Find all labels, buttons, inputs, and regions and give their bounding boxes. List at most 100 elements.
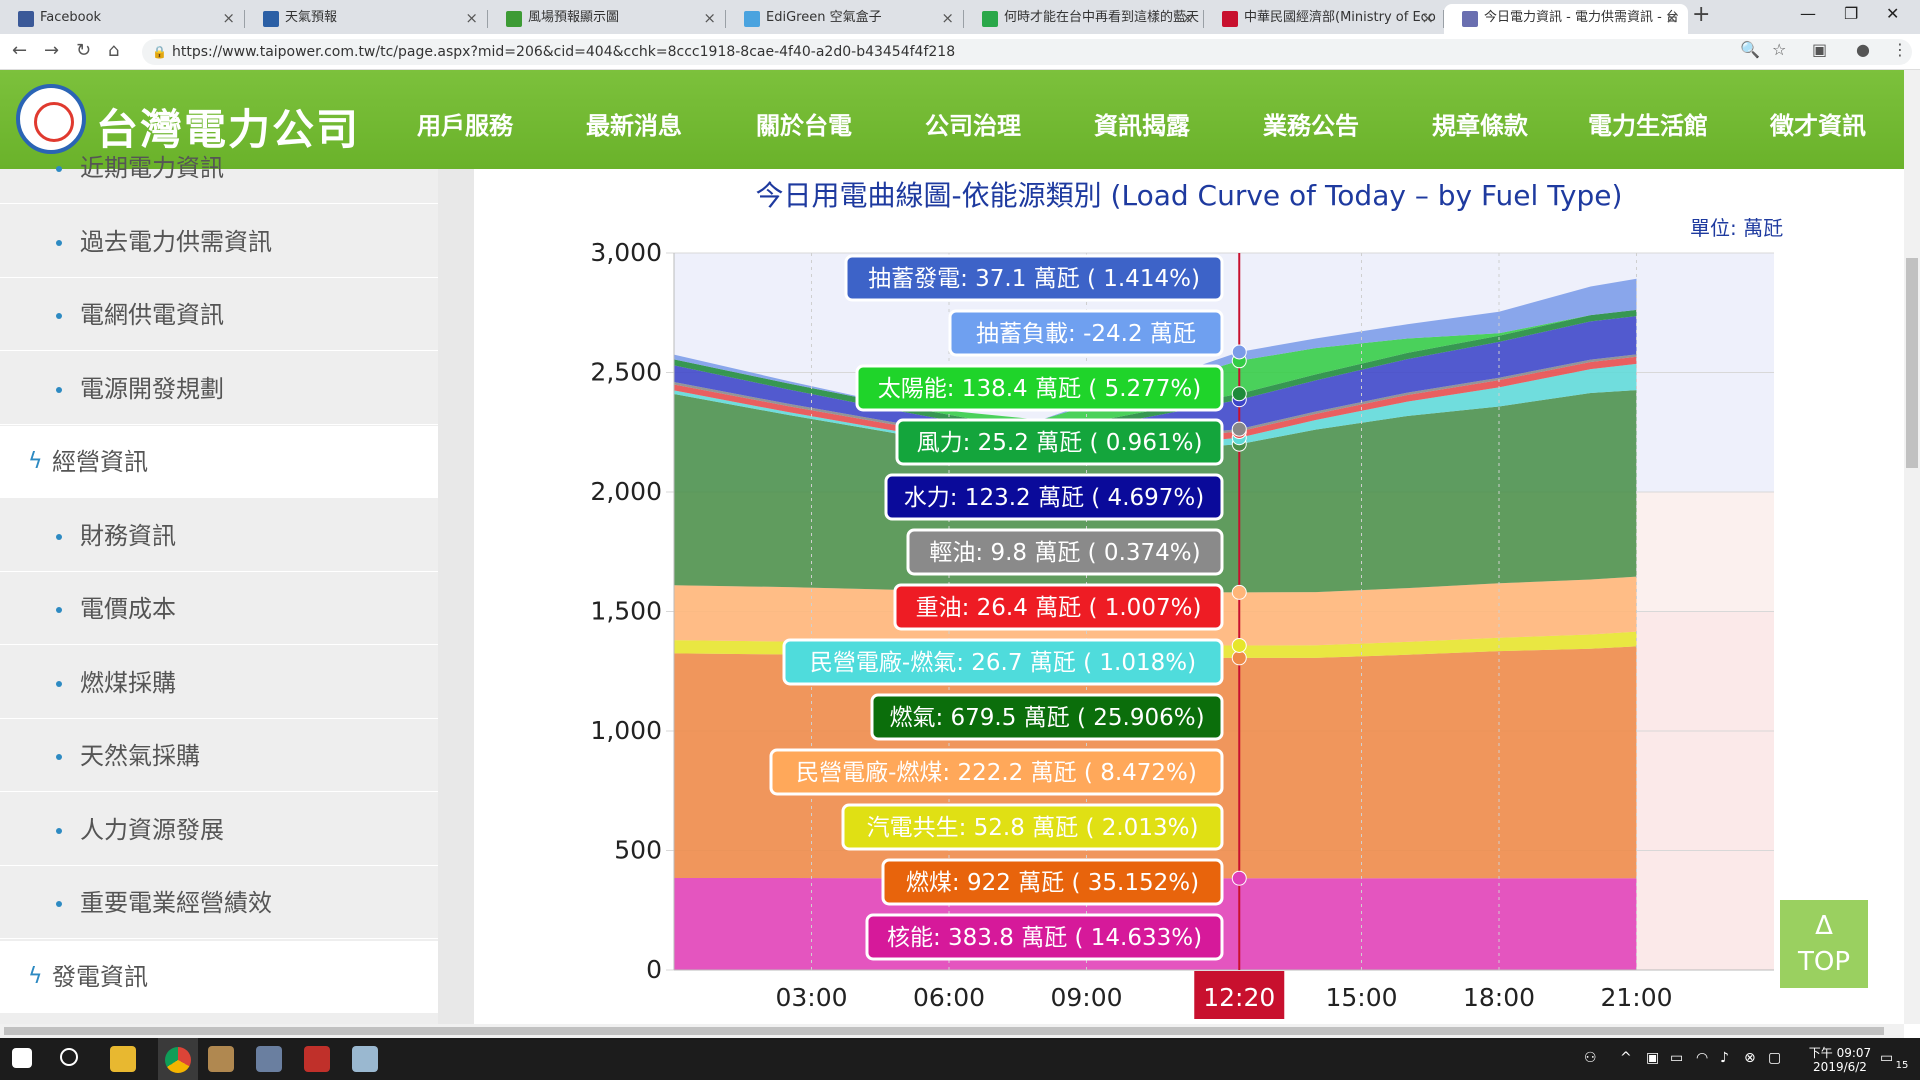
browser-tab[interactable]: Facebook × xyxy=(0,4,245,34)
zoom-icon[interactable]: 🔍 xyxy=(1740,40,1760,59)
tray-app-icon[interactable]: ▣ xyxy=(1646,1050,1660,1066)
nav-menu-item[interactable]: 關於台電 xyxy=(756,112,852,140)
bullet-icon xyxy=(56,239,62,246)
sidebar-section[interactable]: ϟ 發電資訊 xyxy=(0,940,438,1013)
y-tick-label: 500 xyxy=(614,836,662,865)
area-series-10[interactable] xyxy=(674,309,1637,432)
sidebar-item[interactable]: 電源開發規劃 xyxy=(0,353,438,425)
minimize-button[interactable]: — xyxy=(1800,4,1816,23)
clock-date[interactable]: 2019/6/2 xyxy=(1813,1060,1867,1074)
tooltip-box xyxy=(948,309,1224,357)
tab-close-icon[interactable]: × xyxy=(703,9,716,27)
nav-menu-item[interactable]: 電力生活館 xyxy=(1588,112,1708,140)
current-point-marker[interactable] xyxy=(1231,637,1247,653)
sidebar: 近期電力資訊 過去電力供需資訊 電網供電資訊 電源開發規劃 ϟ 經營資訊 財務資訊 電價成本燃… xyxy=(0,154,438,1024)
account-icon[interactable]: ● xyxy=(1856,40,1870,59)
tab-close-icon[interactable]: × xyxy=(1421,9,1434,27)
sidebar-item[interactable]: 電價成本 xyxy=(0,573,438,645)
nav-menu-item[interactable]: 最新消息 xyxy=(586,112,682,140)
sidebar-item[interactable]: 燃煤採購 xyxy=(0,647,438,719)
browser-tab[interactable]: 何時才能在台中再看到這樣的藍天 × xyxy=(964,4,1204,34)
app-icon-1[interactable] xyxy=(208,1046,234,1072)
sidebar-item[interactable]: 過去電力供需資訊 xyxy=(0,206,438,278)
reload-icon[interactable]: ↻ xyxy=(76,40,92,61)
sidebar-item[interactable]: 重要電業經營績效 xyxy=(0,867,438,939)
notification-icon[interactable]: ▭ xyxy=(1880,1050,1894,1066)
sidebar-item[interactable]: 電網供電資訊 xyxy=(0,279,438,351)
y-tick-label: 1,000 xyxy=(590,716,662,745)
new-tab-button[interactable]: + xyxy=(1692,2,1711,27)
sidebar-section[interactable]: ϟ 經營資訊 xyxy=(0,426,438,498)
back-icon[interactable]: ← xyxy=(12,40,28,61)
tooltip-box xyxy=(895,418,1224,466)
forward-icon[interactable]: → xyxy=(44,40,60,61)
close-window-button[interactable]: ✕ xyxy=(1886,4,1900,23)
windows-start-icon[interactable] xyxy=(12,1048,32,1068)
browser-tab[interactable]: 今日電力資訊 - 電力供需資訊 - 台 × xyxy=(1444,4,1688,34)
y-tick-label: 0 xyxy=(646,955,662,984)
current-point-marker[interactable] xyxy=(1231,584,1247,600)
sidebar-item[interactable]: 近期電力資訊 xyxy=(0,132,438,204)
browser-tab[interactable]: 風場預報顯示圖 × xyxy=(488,4,726,34)
tab-close-icon[interactable]: × xyxy=(222,9,235,27)
app-icon-2[interactable] xyxy=(256,1046,282,1072)
current-point-marker[interactable] xyxy=(1231,386,1247,402)
tab-favicon-icon xyxy=(263,11,279,27)
clock-time[interactable]: 下午 09:07 xyxy=(1808,1046,1872,1060)
tooltip-text: 太陽能: 138.4 萬瓩 ( 5.277%) xyxy=(878,376,1201,402)
sidebar-item[interactable]: 天然氣採購 xyxy=(0,720,438,792)
browser-tab[interactable]: 中華民國經濟部(Ministry of Eco × xyxy=(1204,4,1444,34)
battery-icon[interactable]: ▭ xyxy=(1670,1050,1684,1066)
chrome-icon[interactable] xyxy=(165,1047,191,1073)
people-icon[interactable]: ⚇ xyxy=(1584,1050,1597,1066)
ime-icon[interactable]: ⊗ xyxy=(1744,1050,1756,1066)
current-point-marker[interactable] xyxy=(1231,870,1247,886)
vertical-scrollbar[interactable] xyxy=(1904,70,1920,1024)
app-icon-4[interactable] xyxy=(352,1046,378,1072)
browser-tab[interactable]: EdiGreen 空氣盒子 × xyxy=(726,4,964,34)
nav-menu-item[interactable]: 用戶服務 xyxy=(417,112,513,140)
browser-tab[interactable]: 天氣預報 × xyxy=(245,4,488,34)
sidebar-item[interactable]: 財務資訊 xyxy=(0,500,438,572)
nav-menu-item[interactable]: 業務公告 xyxy=(1263,112,1359,140)
bullet-icon xyxy=(56,827,62,834)
nav-menu-item[interactable]: 公司治理 xyxy=(925,112,1021,140)
extension-icon[interactable]: ▣ xyxy=(1812,40,1828,59)
tab-close-icon[interactable]: × xyxy=(1181,9,1194,27)
maximize-button[interactable]: ❐ xyxy=(1844,4,1859,23)
home-icon[interactable]: ⌂ xyxy=(108,40,120,61)
horizontal-scrollbar-thumb[interactable] xyxy=(4,1027,1884,1035)
x-tick-label: 03:00 xyxy=(775,983,847,1012)
load-curve-chart[interactable]: 3,000 2,500 2,000 1,500 1,000 500 0 03:00 06:00 0… xyxy=(474,230,1904,1024)
tooltip-text: 抽蓄發電: 37.1 萬瓩 ( 1.414%) xyxy=(868,266,1200,292)
current-point-marker[interactable] xyxy=(1231,650,1247,666)
file-explorer-icon[interactable] xyxy=(110,1046,136,1072)
volume-icon[interactable]: ♪ xyxy=(1720,1050,1729,1066)
tab-close-icon[interactable]: × xyxy=(465,9,478,27)
bookmark-star-icon[interactable]: ☆ xyxy=(1772,40,1787,59)
site-logo-text[interactable]: 台灣電力公司 xyxy=(96,105,361,154)
nav-menu-item[interactable]: 規章條款 xyxy=(1432,112,1528,140)
tab-close-icon[interactable]: × xyxy=(941,9,954,27)
taipower-logo-icon[interactable] xyxy=(16,84,86,154)
browser-menu-icon[interactable]: ⋮ xyxy=(1892,40,1908,59)
search-icon[interactable] xyxy=(60,1048,78,1066)
current-point-marker[interactable] xyxy=(1231,421,1247,437)
app-icon-3[interactable] xyxy=(304,1046,330,1072)
back-to-top-button[interactable]: Δ TOP xyxy=(1780,900,1868,988)
tab-close-icon[interactable]: × xyxy=(1665,9,1678,27)
bullet-icon xyxy=(56,313,62,319)
nav-menu-item[interactable]: 資訊揭露 xyxy=(1094,112,1190,140)
tooltip-box xyxy=(769,748,1224,796)
vertical-scrollbar-thumb[interactable] xyxy=(1906,258,1918,468)
area-series-9[interactable] xyxy=(674,309,1637,438)
tray-chevron-icon[interactable]: ^ xyxy=(1620,1050,1632,1066)
sidebar-item[interactable]: 人力資源發展 xyxy=(0,794,438,866)
x-tick-label: 15:00 xyxy=(1325,983,1397,1012)
nav-menu-item[interactable]: 徵才資訊 xyxy=(1770,112,1866,140)
ime-mode-icon[interactable]: ▢ xyxy=(1768,1050,1782,1066)
network-icon[interactable]: ◠ xyxy=(1696,1050,1709,1066)
current-point-marker[interactable] xyxy=(1231,344,1247,360)
url-input[interactable]: 🔒 https://www.taipower.com.tw/tc/page.as… xyxy=(142,39,1912,65)
area-series-8[interactable] xyxy=(674,316,1637,448)
